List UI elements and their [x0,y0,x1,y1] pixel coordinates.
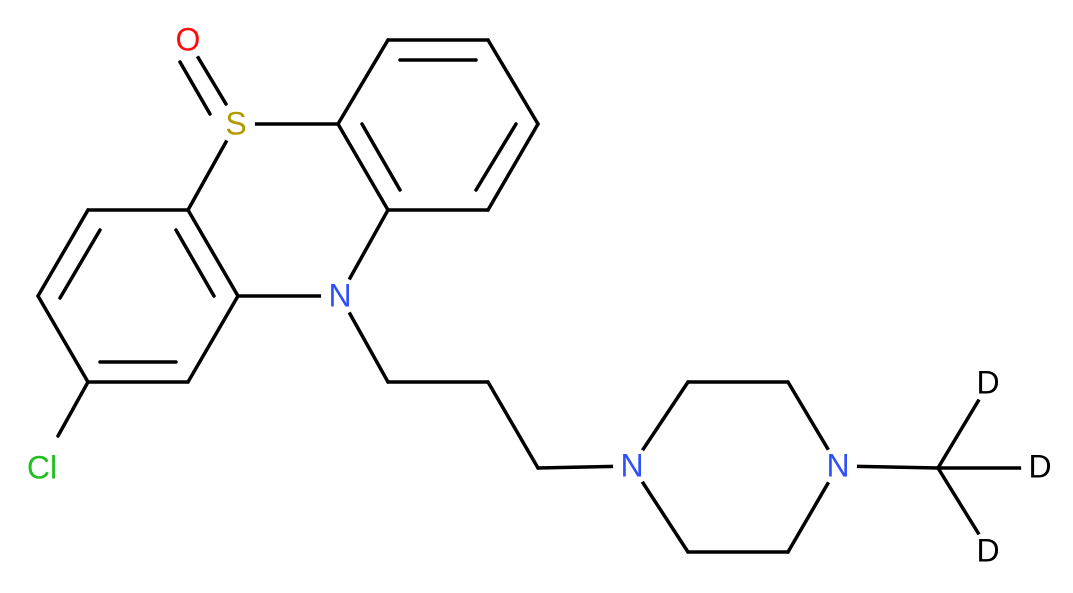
atom-label: D [976,532,999,568]
atom-label: Cl [27,449,57,485]
label-backdrop [23,449,61,487]
atom-label: N [620,447,643,483]
label-backdrop [613,447,651,485]
bonds [36,38,1026,554]
atom-label: D [1028,448,1051,484]
atom-labels: O S N Cl N N D D D [23,21,1059,570]
atom-label: N [826,447,849,483]
label-backdrop [1021,448,1059,486]
label-backdrop [169,21,207,59]
label-backdrop [819,447,857,485]
atom-label: D [976,364,999,400]
label-backdrop [321,277,359,315]
label-backdrop [969,532,1007,570]
label-backdrop [969,364,1007,402]
atom-label: N [328,277,351,313]
label-backdrop [217,105,255,143]
atom-label: O [176,21,201,57]
atom-label: S [225,105,246,141]
